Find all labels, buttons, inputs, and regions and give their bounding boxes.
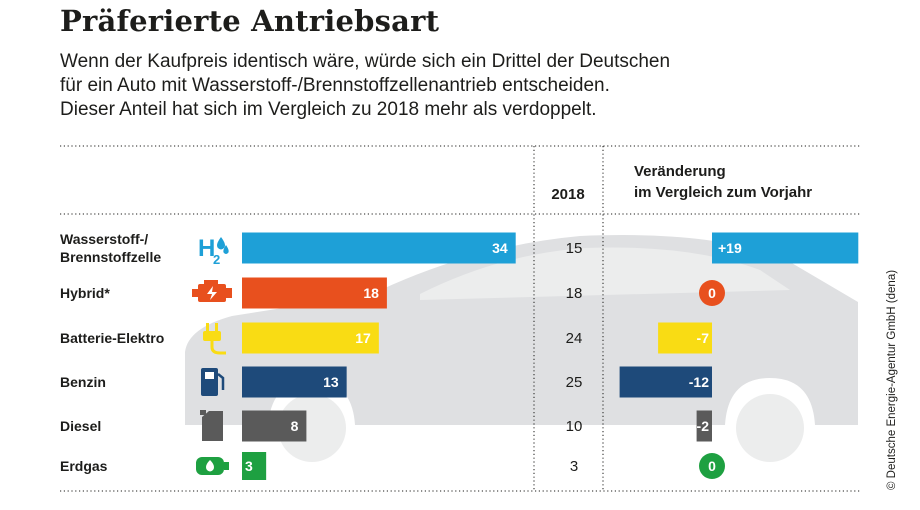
svg-text:2: 2: [213, 252, 220, 267]
bar-label-2: 18: [363, 285, 379, 301]
value-2018-5: 10: [566, 418, 583, 435]
change-header-line-1: Veränderung: [634, 163, 726, 180]
copyright-credit: © Deutsche Energie-Agentur GmbH (dena): [886, 269, 898, 490]
category-label-1-line-1: Wasserstoff-/: [60, 231, 148, 247]
bar-3: [242, 322, 379, 354]
bar-5: [242, 410, 307, 442]
change-label-6: 0: [708, 458, 716, 474]
change-label-1: +19: [718, 240, 742, 256]
subtitle-line-1: Wenn der Kaufpreis identisch wäre, würde…: [60, 51, 671, 72]
plug-icon: [203, 323, 226, 355]
chart-title: Präferierte Antriebsart: [60, 4, 440, 38]
change-label-2: 0: [708, 285, 716, 301]
subtitle-line-2: für ein Auto mit Wasserstoff-/Brennstoff…: [60, 75, 610, 96]
jerrycan-icon: [200, 410, 223, 441]
bar-label-4: 13: [323, 374, 339, 390]
value-2018-4: 25: [566, 374, 583, 391]
change-label-4: -12: [689, 374, 709, 390]
value-2018-6: 3: [570, 458, 578, 475]
change-bar-3: [658, 322, 712, 354]
value-2018-2: 18: [566, 285, 583, 302]
chart-subtitle: Wenn der Kaufpreis identisch wäre, würde…: [60, 50, 760, 122]
change-label-3: -7: [697, 330, 710, 346]
bar-2: [242, 277, 387, 309]
bar-1: [242, 232, 516, 264]
category-label-6: Erdgas: [60, 458, 108, 474]
change-marker-2: [699, 280, 725, 306]
category-label-2: Hybrid*: [60, 285, 110, 301]
value-2018-1: 15: [566, 240, 583, 257]
category-label-1-line-2: Brennstoffzelle: [60, 249, 161, 265]
bar-6: [242, 452, 267, 480]
car-wheel-rear: [736, 394, 804, 462]
category-label-5: Diesel: [60, 418, 101, 434]
subtitle-line-3: Dieser Anteil hat sich im Vergleich zu 2…: [60, 99, 597, 120]
gas-tank-icon: [196, 457, 229, 475]
svg-text:H: H: [198, 235, 215, 262]
category-label-4: Benzin: [60, 374, 106, 390]
bar-label-1: 34: [492, 240, 508, 256]
bar-label-3: 17: [355, 330, 371, 346]
change-marker-6: [699, 453, 725, 479]
fuel-pump-icon: [201, 368, 225, 396]
change-header-line-2: im Vergleich zum Vorjahr: [634, 184, 812, 201]
column-header-2018: 2018: [551, 186, 584, 203]
bar-4: [242, 366, 347, 398]
change-bar-1: [712, 232, 859, 264]
engine-icon: [192, 280, 232, 302]
bar-label-5: 8: [291, 418, 299, 434]
change-bar-5: [696, 410, 712, 442]
change-bar-4: [619, 366, 712, 398]
bar-label-6: 3: [245, 458, 253, 474]
value-2018-3: 24: [566, 330, 583, 347]
category-label-3: Batterie-Elektro: [60, 330, 164, 346]
change-label-5: -2: [697, 418, 710, 434]
h2-icon: H2: [198, 235, 229, 267]
